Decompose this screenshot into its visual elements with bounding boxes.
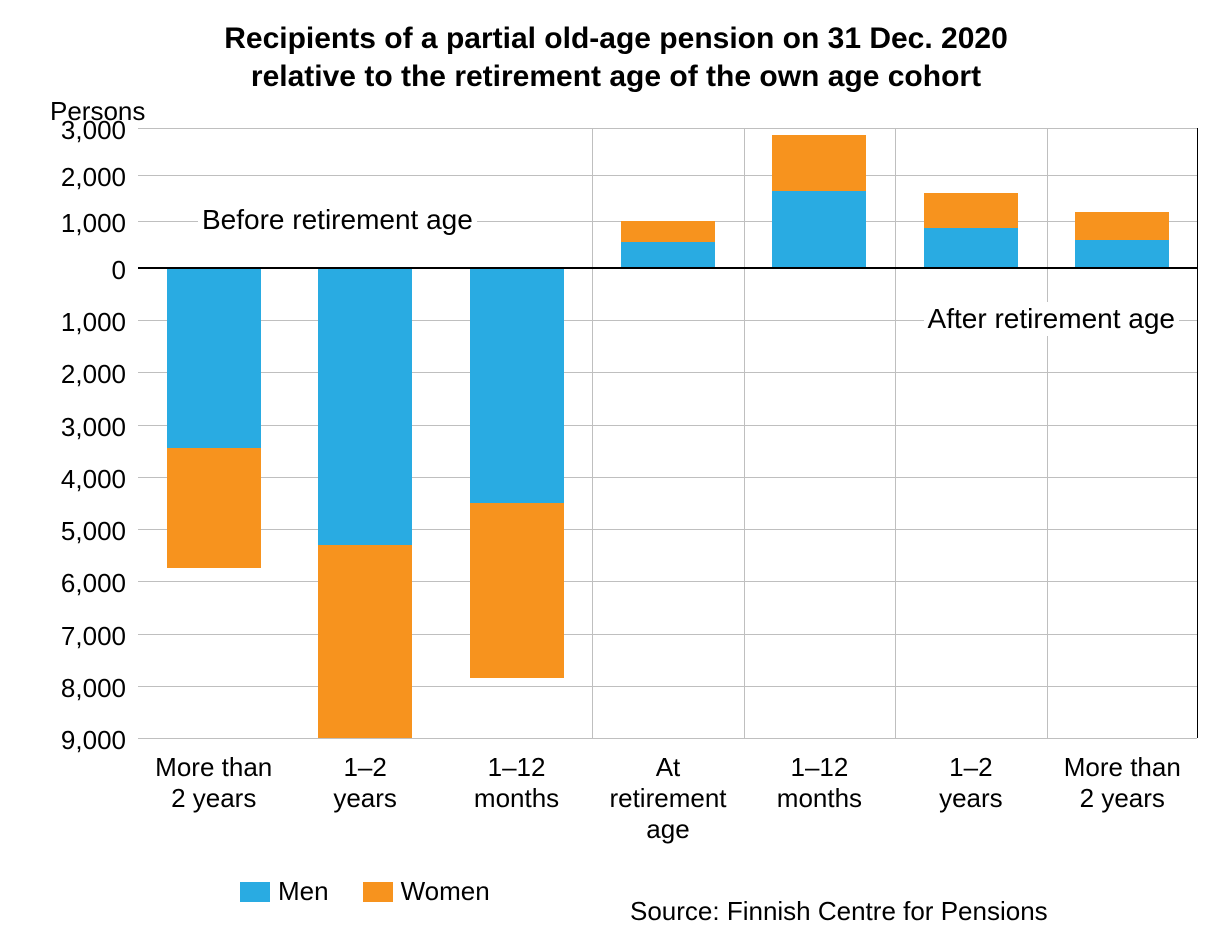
bar-men: [470, 268, 564, 503]
chart-title: Recipients of a partial old-age pension …: [0, 20, 1232, 95]
bar-women: [1075, 212, 1169, 240]
y-tick-label: 9,000: [0, 725, 126, 756]
bar-men: [318, 268, 412, 545]
y-tick-label: 5,000: [0, 516, 126, 547]
y-tick-label: 3,000: [0, 115, 126, 146]
y-tick-label: 7,000: [0, 621, 126, 652]
legend-label-men: Men: [278, 876, 329, 907]
legend-item-women: Women: [363, 876, 490, 907]
title-line-2: relative to the retirement age of the ow…: [251, 60, 981, 93]
legend-label-women: Women: [401, 876, 490, 907]
bar-women: [167, 448, 261, 568]
bar-men: [621, 242, 715, 268]
y-tick-label: 0: [0, 255, 126, 286]
x-tick-label: 1–12months: [441, 752, 592, 814]
x-tick-label: More than2 years: [138, 752, 289, 814]
y-tick-label: 1,000: [0, 208, 126, 239]
source-label: Source: Finnish Centre for Pensions: [630, 896, 1048, 927]
y-tick-label: 2,000: [0, 359, 126, 390]
y-tick-label: 6,000: [0, 568, 126, 599]
y-tick-label: 4,000: [0, 464, 126, 495]
x-tick-label: 1–2years: [895, 752, 1046, 814]
annotation-before: Before retirement age: [198, 203, 477, 237]
x-tick-label: 1–12months: [744, 752, 895, 814]
legend: Men Women: [240, 876, 490, 907]
plot-area: Before retirement age After retirement ag…: [138, 128, 1198, 738]
y-tick-label: 1,000: [0, 307, 126, 338]
bar-women: [621, 221, 715, 242]
legend-swatch-men: [240, 882, 270, 902]
bar-men: [772, 191, 866, 268]
legend-item-men: Men: [240, 876, 329, 907]
y-tick-label: 2,000: [0, 162, 126, 193]
y-tick-label: 8,000: [0, 673, 126, 704]
bar-women: [470, 503, 564, 678]
pension-chart: Recipients of a partial old-age pension …: [0, 0, 1232, 946]
x-tick-label: More than2 years: [1047, 752, 1198, 814]
y-tick-label: 3,000: [0, 412, 126, 443]
legend-swatch-women: [363, 882, 393, 902]
title-line-1: Recipients of a partial old-age pension …: [224, 22, 1008, 55]
x-tick-label: 1–2years: [289, 752, 440, 814]
annotation-after: After retirement age: [924, 302, 1179, 336]
bar-men: [924, 228, 1018, 268]
bar-women: [318, 545, 412, 738]
bar-women: [924, 193, 1018, 228]
bar-men: [1075, 240, 1169, 268]
x-tick-label: Atretirementage: [592, 752, 743, 846]
bar-women: [772, 135, 866, 191]
bar-men: [167, 268, 261, 448]
